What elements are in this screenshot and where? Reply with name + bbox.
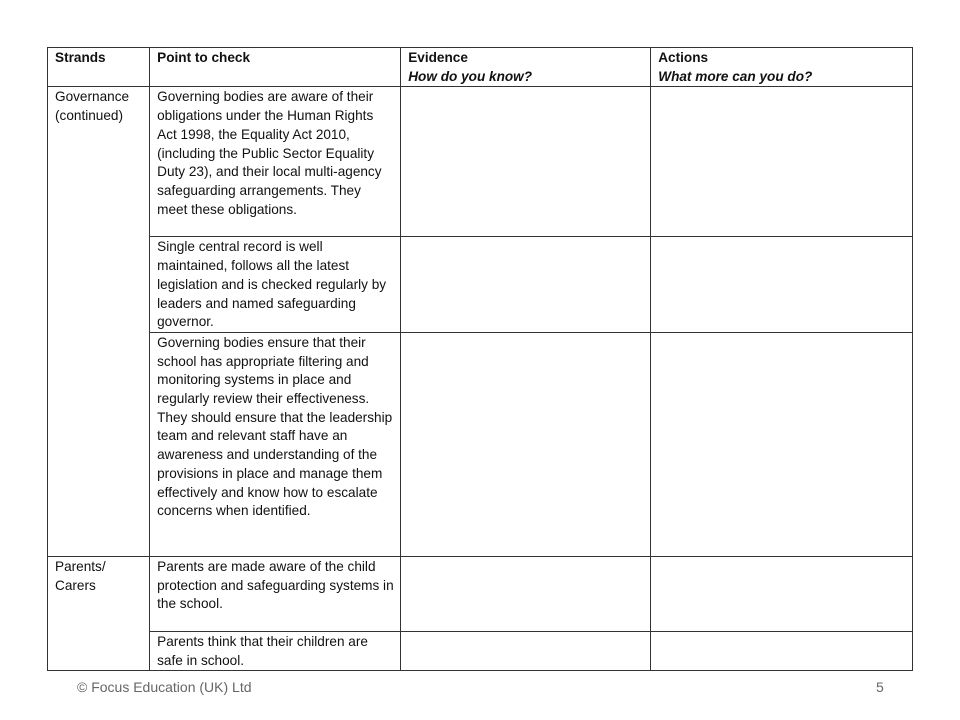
point-cell: Governing bodies ensure that their schoo… — [149, 331, 402, 557]
header-title: Evidence — [408, 50, 468, 65]
evidence-cell[interactable] — [400, 630, 652, 672]
point-cell: Parents think that their children are sa… — [149, 630, 402, 672]
footer-copyright: © Focus Education (UK) Ltd — [77, 679, 252, 695]
header-actions: Actions What more can you do? — [650, 46, 913, 88]
evidence-cell[interactable] — [400, 555, 652, 632]
evidence-cell[interactable] — [400, 236, 652, 333]
point-cell: Governing bodies are aware of their obli… — [149, 86, 402, 238]
actions-cell[interactable] — [650, 236, 913, 333]
header-evidence: Evidence How do you know? — [400, 46, 652, 88]
strand-cell: Governance (continued) — [46, 86, 151, 557]
table-row: Single central record is well maintained… — [48, 236, 913, 333]
header-point: Point to check — [149, 46, 402, 88]
page-number: 5 — [876, 679, 884, 695]
actions-cell[interactable] — [650, 555, 913, 632]
evidence-cell[interactable] — [400, 331, 652, 557]
header-title: Actions — [658, 50, 709, 65]
point-cell: Single central record is well maintained… — [149, 236, 402, 333]
actions-cell[interactable] — [650, 331, 913, 557]
safeguarding-checklist-table: Strands Point to check Evidence How do yo… — [46, 46, 913, 672]
table-row: Parents think that their children are sa… — [48, 630, 913, 672]
header-title: Point to check — [157, 50, 251, 65]
header-row: Strands Point to check Evidence How do yo… — [46, 46, 913, 88]
actions-cell[interactable] — [650, 630, 913, 672]
point-cell: Parents are made aware of the child prot… — [149, 555, 402, 632]
header-strands: Strands — [46, 46, 151, 88]
header-title: Strands — [55, 50, 106, 65]
table-row: Governing bodies ensure that their schoo… — [48, 331, 913, 557]
header-subtitle: How do you know? — [408, 68, 533, 84]
strand-cell: Parents/ Carers — [46, 555, 151, 672]
table-row: Governance (continued) Governing bodies … — [46, 86, 913, 557]
table-row: Parents/ Carers Parents are made aware o… — [46, 555, 913, 672]
actions-cell[interactable] — [650, 86, 913, 238]
header-subtitle: What more can you do? — [658, 68, 813, 84]
evidence-cell[interactable] — [400, 86, 652, 238]
